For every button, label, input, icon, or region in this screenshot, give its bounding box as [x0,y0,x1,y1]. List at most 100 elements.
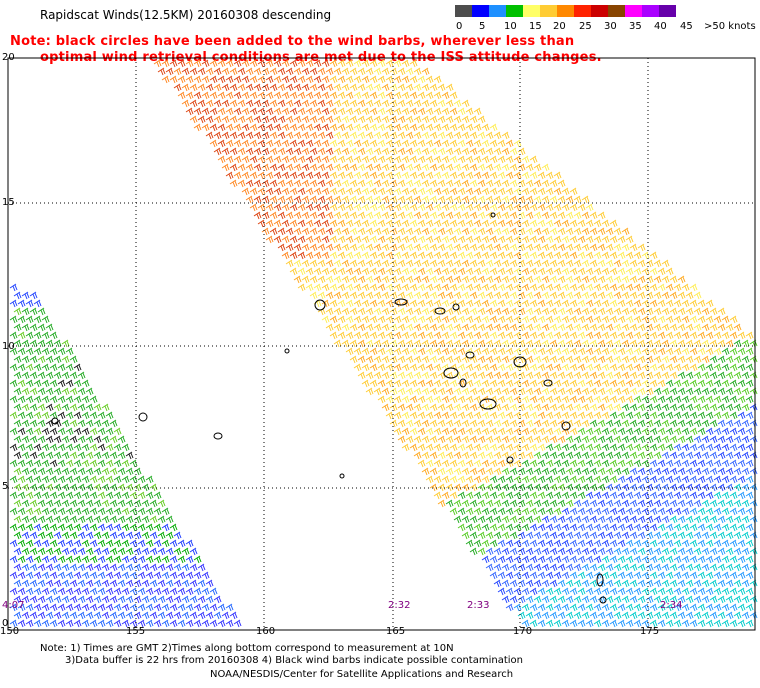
wind-barb [453,179,462,188]
wind-barb [665,539,674,548]
wind-barb [605,259,614,268]
wind-barb [333,179,342,188]
wind-barb [733,499,742,508]
wind-barb [633,331,642,340]
wind-barb [489,155,498,164]
wind-barb [505,251,514,260]
wind-barb [705,587,714,596]
wind-barb [33,571,42,580]
wind-barb [449,203,458,212]
wind-barb [669,323,678,332]
wind-barb [481,235,490,244]
wind-barb [97,587,106,596]
wind-barb [229,147,238,156]
wind-barb [569,475,578,484]
wind-barb [353,251,362,260]
wind-barb [309,163,318,172]
wind-barb [425,235,434,244]
wind-barb [289,139,298,148]
wind-barb [565,483,574,492]
wind-barb [477,419,486,428]
wind-barb [313,187,322,196]
wind-barb [565,275,574,284]
wind-barb [689,411,698,420]
wind-barb [621,467,630,476]
wind-barb [529,459,538,468]
wind-barb [353,219,362,228]
wind-barb [629,483,638,492]
wind-barb [125,595,134,604]
wind-barb [401,363,410,372]
island-outline [339,473,345,479]
wind-barb [249,139,258,148]
wind-barb [481,123,490,132]
wind-barb [353,155,362,164]
wind-barb [461,259,470,268]
wind-barb [521,203,530,212]
wind-barb [689,491,698,500]
wind-barb [641,459,650,468]
wind-barb [521,347,530,356]
wind-barb [505,379,514,388]
wind-barb [441,235,450,244]
wind-barb [621,483,630,492]
wind-barb [277,67,286,76]
wind-barb [677,387,686,396]
wind-barb [657,267,666,276]
wind-barb [689,395,698,404]
wind-barb [173,611,182,620]
wind-barb [689,443,698,452]
wind-barb [465,203,474,212]
wind-barb [529,507,538,516]
wind-barb [157,547,166,556]
wind-barb [325,163,334,172]
wind-barb [677,355,686,364]
wind-barb [13,355,22,364]
wind-barb [561,363,570,372]
wind-barb [521,539,530,548]
wind-barb [565,243,574,252]
wind-barb [317,83,326,92]
wind-barb [425,75,434,84]
wind-barb [45,483,54,492]
wind-barb [169,555,178,564]
wind-barb [337,75,346,84]
wind-barb [281,59,290,68]
wind-barb [105,539,114,548]
wind-barb [517,595,526,604]
wind-barb [21,547,30,556]
wind-barb [421,83,430,92]
wind-barb [517,467,526,476]
wind-barb [201,107,210,116]
wind-barb [337,299,346,308]
wind-barb [173,531,182,540]
wind-barb [441,171,450,180]
wind-barb [145,555,154,564]
wind-barb [309,259,318,268]
wind-barb [713,555,722,564]
wind-barb [501,179,510,188]
wind-barb [709,515,718,524]
wind-barb [205,579,214,588]
wind-barb [677,451,686,460]
wind-barb [689,379,698,388]
wind-barb [601,315,610,324]
wind-barb [433,411,442,420]
wind-barb [185,555,194,564]
wind-barb [181,611,190,620]
wind-barb [441,427,450,436]
wind-barb [441,379,450,388]
wind-barb [77,499,86,508]
wind-barb [557,419,566,428]
wind-barb [697,587,706,596]
wind-barb [665,603,674,612]
wind-barb [721,347,730,356]
wind-barb [505,299,514,308]
wind-barb [393,347,402,356]
wind-barb [45,499,54,508]
wind-barb [585,203,594,212]
wind-barb [697,315,706,324]
wind-barb [117,467,126,476]
wind-barb [357,371,366,380]
wind-barb [181,67,190,76]
